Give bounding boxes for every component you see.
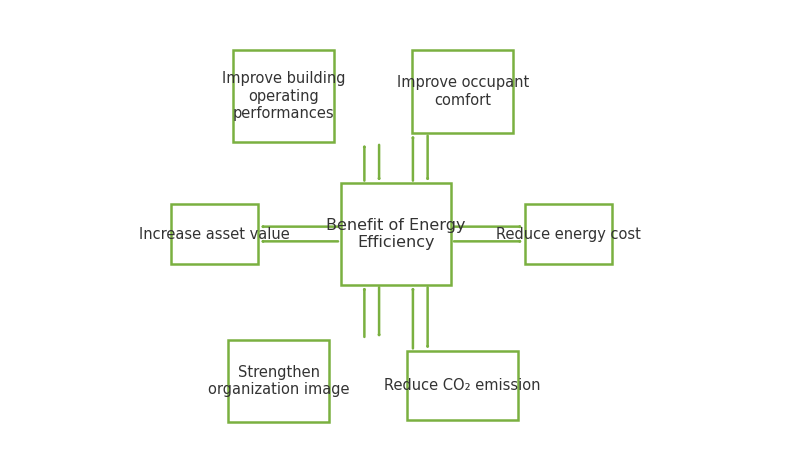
- FancyBboxPatch shape: [171, 204, 258, 264]
- Text: Improve building
operating
performances: Improve building operating performances: [222, 71, 345, 121]
- Text: Reduce CO₂ emission: Reduce CO₂ emission: [384, 378, 541, 393]
- FancyBboxPatch shape: [412, 50, 513, 133]
- Text: Increase asset value: Increase asset value: [139, 227, 290, 241]
- FancyBboxPatch shape: [525, 204, 612, 264]
- Text: Benefit of Energy
Efficiency: Benefit of Energy Efficiency: [326, 218, 466, 250]
- Text: Strengthen
organization image: Strengthen organization image: [208, 365, 349, 397]
- FancyBboxPatch shape: [233, 50, 334, 142]
- Text: Reduce energy cost: Reduce energy cost: [496, 227, 641, 241]
- FancyBboxPatch shape: [341, 183, 451, 285]
- FancyBboxPatch shape: [228, 340, 329, 423]
- Text: Improve occupant
comfort: Improve occupant comfort: [397, 75, 529, 108]
- FancyBboxPatch shape: [408, 351, 518, 420]
